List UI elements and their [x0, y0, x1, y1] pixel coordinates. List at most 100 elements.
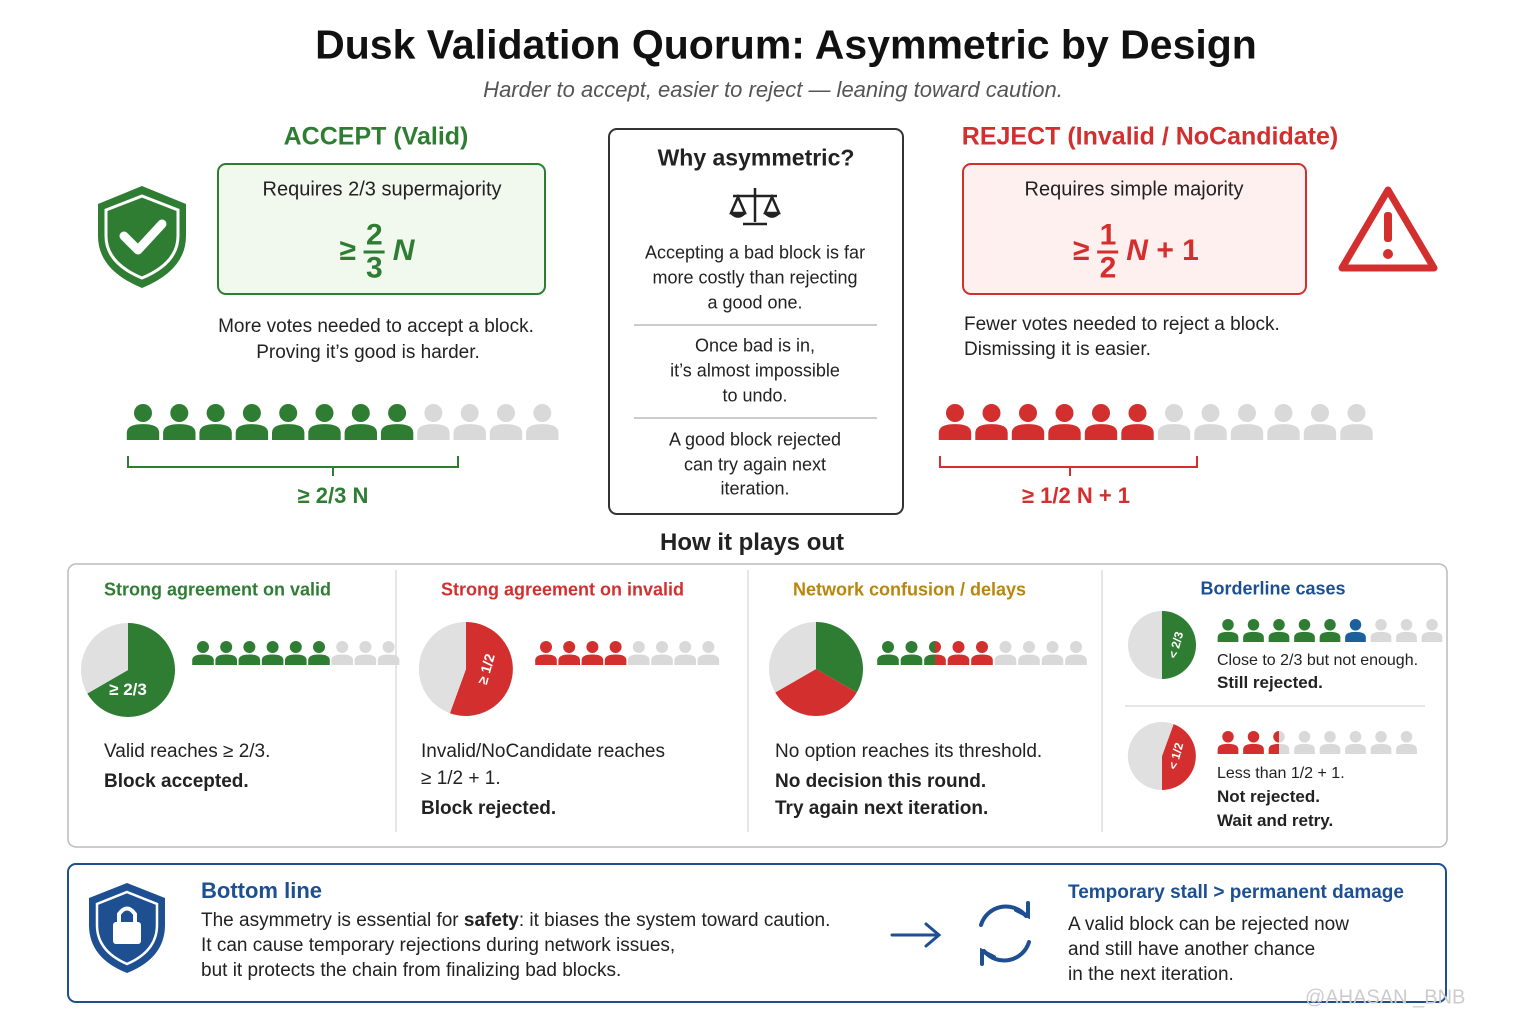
- person-icon: [1273, 731, 1285, 743]
- person-icon: [533, 404, 552, 422]
- why-line: a good one.: [707, 292, 803, 313]
- text-run: It can cause temporary rejections during…: [201, 935, 676, 956]
- text-run: The asymmetry is essential for: [201, 910, 464, 931]
- case-bold-line: Wait and retry.: [1217, 811, 1334, 830]
- reject-box: [962, 163, 1307, 295]
- title: Dusk Validation Quorum: Asymmetric by De…: [315, 21, 1257, 68]
- person-icon: [1268, 743, 1290, 754]
- lock-shield-inner: [95, 890, 159, 966]
- why-line: iteration.: [720, 478, 790, 499]
- person-icon: [1247, 731, 1260, 743]
- warning-icon: [1338, 186, 1438, 272]
- variable: N: [392, 233, 415, 267]
- person-icon: [632, 641, 645, 653]
- people: [126, 404, 1443, 754]
- person-icon: [1370, 743, 1392, 754]
- person-icon: [1092, 404, 1110, 422]
- reject-box-label: Requires simple majority: [1024, 178, 1244, 201]
- person-icon: [952, 641, 965, 653]
- person-icon: [315, 404, 334, 422]
- person-icon: [535, 654, 557, 665]
- scale-icon: [729, 188, 781, 226]
- person-icon: [982, 404, 1001, 422]
- person-icon: [1268, 631, 1290, 642]
- person-icon: [344, 424, 377, 440]
- bottom-title: Bottom line: [201, 878, 322, 903]
- person-icon: [1217, 631, 1239, 642]
- person-icon: [359, 641, 372, 653]
- person-icon: [526, 424, 559, 440]
- person-icon: [628, 654, 650, 665]
- person-icon: [946, 404, 964, 422]
- person-icon: [1303, 424, 1337, 440]
- person-icon: [1396, 631, 1417, 642]
- suffix: + 1: [1156, 233, 1199, 267]
- person-icon: [1217, 743, 1239, 754]
- person-icon: [1011, 424, 1045, 440]
- case-title: Network confusion / delays: [793, 579, 1027, 600]
- person-icon: [1345, 743, 1366, 754]
- person-icon: [1319, 631, 1341, 642]
- why-line: can try again next: [683, 454, 827, 475]
- person-icon: [1065, 654, 1087, 665]
- person-icon: [1426, 619, 1438, 631]
- person-icon: [1201, 404, 1220, 422]
- person-icon: [1298, 619, 1311, 631]
- reject-formula: ≥1 2 N + 1: [1073, 220, 1199, 284]
- pie-label: ≥ 2/3: [109, 680, 147, 699]
- why-title: Why asymmetric?: [657, 144, 855, 171]
- person-icon: [1157, 424, 1191, 440]
- case-line: Invalid/NoCandidate reaches: [421, 741, 665, 762]
- text-run: : it biases the system toward caution.: [518, 910, 831, 931]
- person-icon: [1121, 424, 1154, 440]
- person-icon: [1222, 619, 1234, 631]
- accept-heading: ACCEPT (Valid): [283, 122, 469, 151]
- person-icon: [336, 641, 349, 653]
- bottom-line: It can cause temporary rejections during…: [201, 935, 675, 957]
- person-icon: [242, 404, 261, 422]
- pie: [81, 623, 176, 717]
- pie: [769, 622, 863, 716]
- text-run: safety: [463, 910, 519, 931]
- why-line: to undo.: [722, 385, 788, 406]
- person-icon: [702, 641, 715, 653]
- person-icon: [1048, 424, 1081, 440]
- refresh-icon: [979, 901, 1031, 966]
- person-icon: [261, 654, 284, 665]
- shield-icon: [98, 186, 186, 288]
- case-line: ≥ 1/2 + 1.: [421, 768, 501, 789]
- bottom-right-title: Temporary stall > permanent damage: [1068, 882, 1404, 903]
- reject-description: Fewer votes needed to reject a block.: [964, 314, 1280, 335]
- person-icon: [674, 654, 696, 665]
- accept-formula: ≥2 3 N: [339, 220, 415, 284]
- bottom-right-line: A valid block can be rejected now: [1068, 914, 1349, 935]
- person-icon: [1041, 654, 1064, 665]
- person-icon: [388, 404, 407, 422]
- person-icon: [272, 424, 305, 440]
- person-icon: [215, 654, 237, 665]
- person-icon: [453, 424, 486, 440]
- why-line: more costly than rejecting: [652, 267, 858, 288]
- person-icon: [279, 404, 298, 422]
- person-icon: [947, 654, 970, 665]
- person-icon: [351, 404, 370, 422]
- person-icon: [1324, 731, 1336, 743]
- person-icon: [581, 654, 604, 665]
- why-line: Accepting a bad block is far: [644, 242, 866, 263]
- person-icon: [1128, 404, 1147, 422]
- person-icon: [313, 641, 325, 653]
- subtitle: Harder to accept, easier to reject — lea…: [483, 77, 1063, 102]
- person-icon: [651, 654, 673, 665]
- person-icon: [1421, 631, 1443, 642]
- person-icon: [1238, 404, 1256, 422]
- bottom-line: The asymmetry is essential for safety: i…: [201, 910, 830, 932]
- bottom-right-line: and still have another chance: [1068, 939, 1316, 960]
- person-icon: [558, 654, 580, 665]
- person-icon: [417, 424, 450, 440]
- person-icon: [971, 654, 993, 665]
- relation: ≥: [339, 233, 357, 267]
- person-icon: [1375, 731, 1387, 743]
- person-icon: [424, 404, 443, 422]
